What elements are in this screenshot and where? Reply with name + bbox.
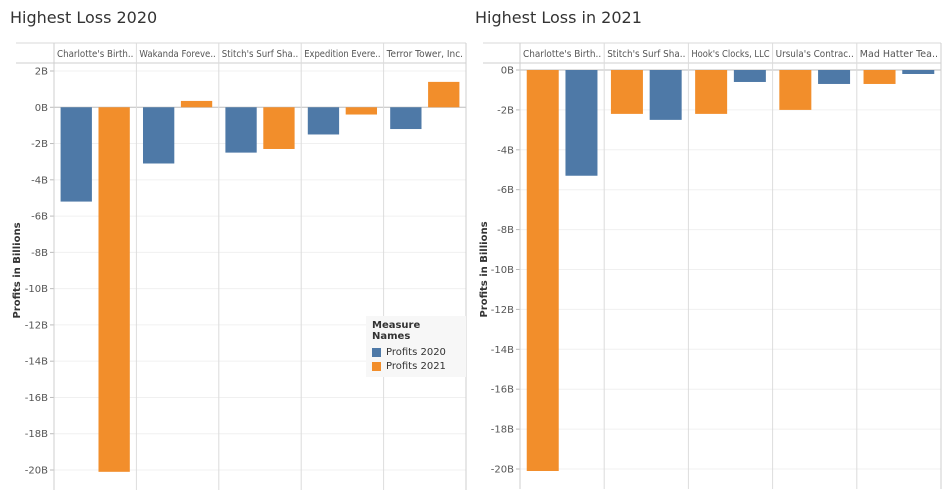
y-tick-label: -20B: [25, 466, 48, 477]
bar: [863, 70, 896, 84]
category-header: Charlotte's Birth..: [57, 49, 133, 60]
category-header: Terror Tower, Inc.: [386, 49, 463, 60]
y-tick-label: -16B: [491, 385, 514, 396]
chart-2020: 2B 0B -2B -4B -6B -8B -10B -12B -14B -16B -18B -20B…: [12, 42, 467, 490]
legend-item-profits-2020[interactable]: Profits 2020: [372, 345, 460, 359]
bar: [610, 70, 643, 114]
y-tick-label: -8B: [497, 225, 514, 236]
category-header: Stitch's Surf Sha..: [607, 49, 685, 60]
y-tick-label: -18B: [25, 429, 48, 440]
y-tick-label: -10B: [491, 265, 514, 276]
legend-swatch: [372, 347, 381, 357]
category-header: Stitch's Surf Sha..: [222, 49, 298, 60]
bar: [526, 70, 559, 471]
y-tick-label: -4B: [497, 145, 514, 156]
legend-title: Measure Names: [372, 320, 421, 342]
bar: [695, 70, 728, 114]
bar: [779, 70, 812, 110]
y-tick-label: -16B: [25, 393, 48, 404]
y-tick-label: -2B: [497, 105, 514, 116]
y-tick-label: -6B: [497, 185, 514, 196]
y-tick-label: 0B: [501, 66, 514, 77]
bar: [225, 107, 257, 153]
legend-label: Profits 2020: [386, 346, 446, 358]
y-tick-label: -8B: [31, 248, 48, 259]
y-tick-label: -10B: [25, 284, 48, 295]
y-tick-label: -2B: [31, 139, 48, 150]
bar: [263, 107, 295, 149]
legend-item-profits-2021[interactable]: Profits 2021: [372, 359, 460, 373]
bar: [649, 70, 682, 120]
left-panel: Highest Loss 2020 2B 0B -2B -4B -6B -8B -10B -1…: [0, 0, 470, 496]
y-axis-title: Profits in Billions: [479, 221, 490, 317]
y-tick-label: -14B: [491, 345, 514, 356]
y-tick-label: -6B: [31, 212, 48, 223]
y-tick-label: 0B: [35, 103, 48, 114]
bar: [818, 70, 851, 84]
bar: [142, 107, 175, 164]
y-axis-title: Profits in Billions: [12, 222, 23, 318]
bar: [428, 81, 460, 108]
category-header: Charlotte's Birth..: [523, 49, 601, 60]
bar: [390, 107, 422, 130]
bar: [565, 70, 598, 176]
y-tick-label: -20B: [491, 465, 514, 476]
bar: [180, 100, 213, 108]
chart-title: Highest Loss in 2021: [475, 8, 642, 27]
y-tick-label: -12B: [491, 305, 514, 316]
category-header: Wakanda Foreve..: [139, 49, 215, 60]
category-header: Hook's Clocks, LLC: [691, 49, 770, 60]
legend: Measure Names Profits 2020 Profits 2021: [366, 316, 466, 377]
bar: [902, 70, 935, 74]
chart-2021: 0B -2B -4B -6B -8B -10B -12B -14B -16B -18B -20B Ch…: [479, 42, 942, 489]
y-tick-label: -4B: [31, 175, 48, 186]
bar: [345, 107, 378, 115]
bar: [307, 107, 340, 135]
bar: [60, 107, 92, 202]
y-tick-label: -14B: [25, 357, 48, 368]
right-panel: Highest Loss in 2021 0B -2B -4B -6B -8B -10B -…: [470, 0, 943, 496]
legend-swatch: [372, 361, 381, 371]
bar: [98, 107, 130, 472]
category-header: Mad Hatter Tea..: [860, 49, 938, 60]
chart-title: Highest Loss 2020: [10, 8, 158, 27]
y-tick-label: 2B: [35, 67, 48, 78]
bar: [733, 70, 766, 82]
category-header: Expedition Evere..: [304, 49, 380, 60]
legend-label: Profits 2021: [386, 360, 446, 372]
y-tick-label: -18B: [491, 425, 514, 436]
category-header: Ursula's Contrac..: [776, 49, 854, 60]
y-tick-label: -12B: [25, 320, 48, 331]
